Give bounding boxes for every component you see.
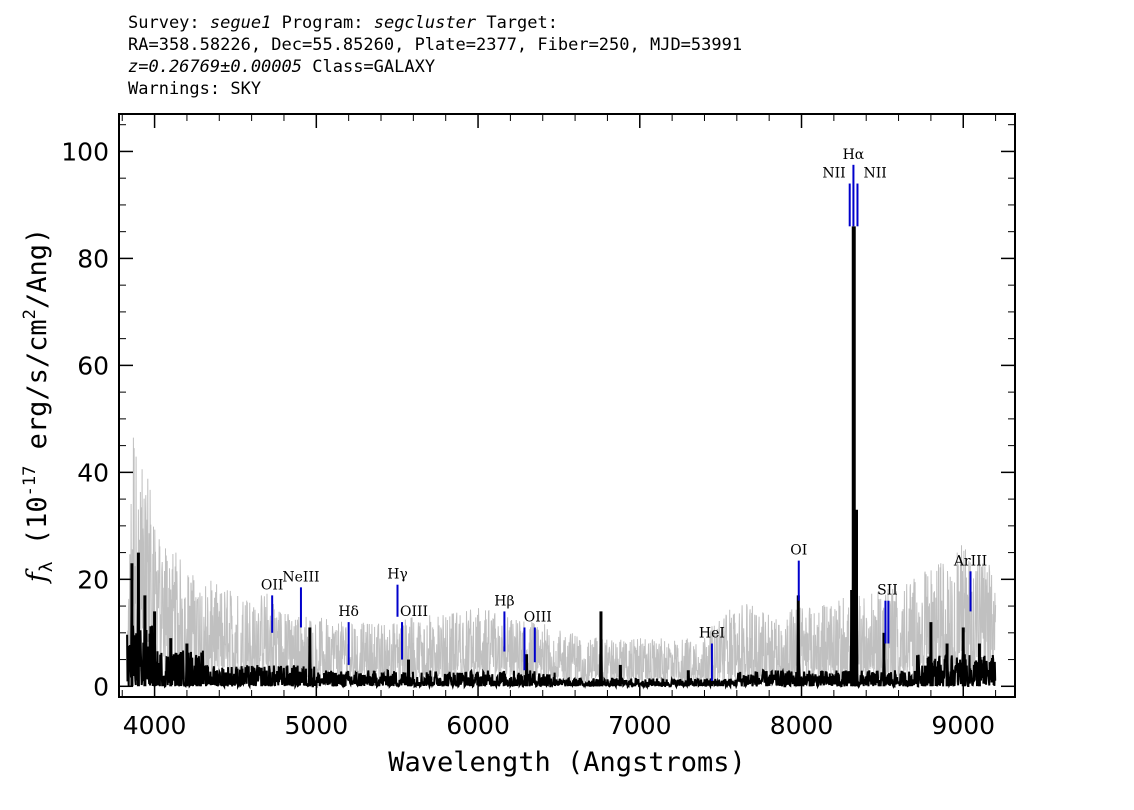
line-label-0: OII [261, 577, 284, 593]
y-tick-label-4: 80 [77, 244, 109, 273]
tick-layer: 4000 5000 6000 7000 8000 9000 0 20 40 60 80 100 [61, 114, 1015, 740]
class-value: Class=GALAXY [312, 57, 436, 77]
line-label-5: Hβ [494, 593, 514, 609]
x-tick-label-5: 9000 [931, 711, 995, 740]
x-tick-label-0: 4000 [123, 711, 187, 740]
x-tick-label-4: 8000 [770, 711, 834, 740]
header-line-2: RA=358.58226, Dec=55.85260, Plate=2377, … [128, 35, 743, 55]
y-tick-label-3: 60 [77, 351, 109, 380]
plot-frame [118, 113, 1016, 698]
program-label: Program: [281, 13, 364, 33]
y-tick-label-1: 20 [77, 565, 109, 594]
survey-label: Survey: [128, 13, 200, 33]
program-value: segcluster [373, 13, 477, 33]
y-axis-title-text: fλ (10-17 erg/s/cm2/Ang) [20, 228, 57, 584]
x-axis-title: Wavelength (Angstroms) [388, 747, 746, 778]
x-tick-label-3: 7000 [608, 711, 672, 740]
line-label-12: NII [863, 166, 886, 182]
line-label-9: OI [790, 543, 807, 559]
line-label-10: NII [822, 166, 845, 182]
line-label-13: SII [877, 583, 898, 599]
target-label: Target: [486, 13, 558, 33]
series-layer [126, 226, 997, 691]
y-tick-label-0: 0 [93, 672, 109, 701]
line-label-7: OIII [524, 609, 552, 625]
x-tick-label-1: 5000 [285, 711, 349, 740]
line-label-3: Hγ [387, 567, 408, 583]
survey-value: segue1 [209, 13, 272, 33]
y-tick-label-2: 40 [77, 458, 109, 487]
chart-header: Survey: segue1 Program: segcluster Targe… [128, 12, 742, 100]
header-line-3: z=0.26769±0.00005 Class=GALAXY [128, 56, 742, 78]
x-tick-label-2: 6000 [446, 711, 510, 740]
line-label-15: ArIII [953, 553, 987, 569]
line-label-1: NeIII [282, 569, 319, 585]
redshift-value: z=0.26769±0.00005 [128, 57, 302, 77]
line-label-11: Hα [843, 147, 865, 163]
header-line-1: Survey: segue1 Program: segcluster Targe… [128, 12, 742, 34]
header-line-4: Warnings: SKY [128, 79, 262, 99]
series-flux [126, 437, 997, 687]
line-label-8: HeI [699, 626, 725, 642]
y-axis-title: fλ (10-17 erg/s/cm2/Ang) [20, 228, 57, 584]
y-tick-label-5: 100 [61, 137, 109, 166]
line-label-4: OIII [400, 604, 428, 620]
line-label-2: Hδ [338, 604, 359, 620]
